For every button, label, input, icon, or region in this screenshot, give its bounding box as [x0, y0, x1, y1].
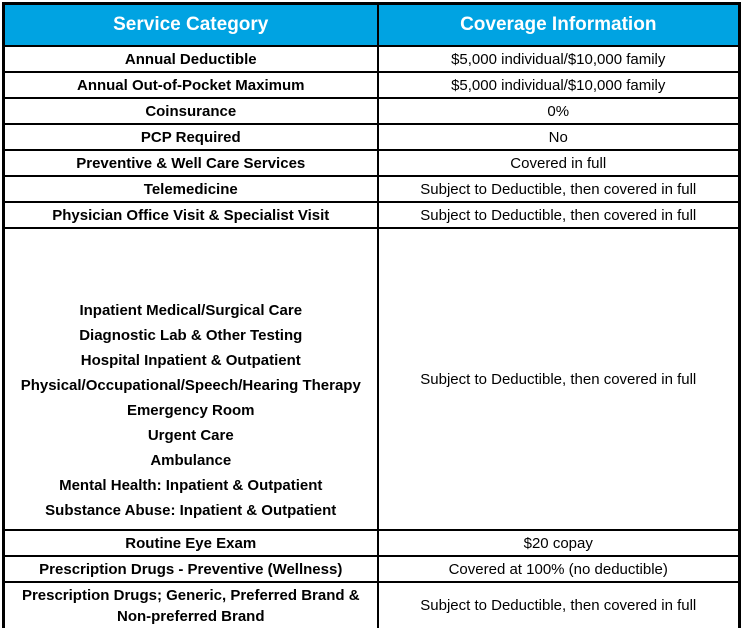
coverage-cell: Covered at 100% (no deductible) — [376, 555, 741, 583]
service-cell: Physician Office Visit & Specialist Visi… — [2, 201, 379, 229]
service-group-item: Substance Abuse: Inpatient & Outpatient — [45, 502, 337, 519]
service-group-item: Physical/Occupational/Speech/Hearing The… — [20, 377, 361, 394]
coverage-cell: $20 copay — [376, 529, 741, 557]
service-cell: Prescription Drugs - Preventive (Wellnes… — [2, 555, 379, 583]
table-row-prescription-preventive: Prescription Drugs - Preventive (Wellnes… — [2, 555, 741, 583]
header-service-category: Service Category — [2, 2, 379, 47]
table-row-annual-deductible: Annual Deductible $5,000 individual/$10,… — [2, 45, 741, 73]
coverage-cell: 0% — [376, 97, 741, 125]
service-cell: PCP Required — [2, 123, 379, 151]
table-row-telemedicine: Telemedicine Subject to Deductible, then… — [2, 175, 741, 203]
service-cell: Annual Out-of-Pocket Maximum — [2, 71, 379, 99]
header-row: Service Category Coverage Information — [2, 2, 741, 47]
service-group-item: Mental Health: Inpatient & Outpatient — [59, 477, 323, 494]
service-cell: Coinsurance — [2, 97, 379, 125]
table-row-out-of-pocket-maximum: Annual Out-of-Pocket Maximum $5,000 indi… — [2, 71, 741, 99]
service-group-item: Emergency Room — [126, 402, 255, 419]
table-row-prescription-generic-brand: Prescription Drugs; Generic, Preferred B… — [2, 581, 741, 628]
service-group-item: Hospital Inpatient & Outpatient — [80, 352, 301, 369]
table-body: Annual Deductible $5,000 individual/$10,… — [2, 45, 741, 628]
table-row-physician-office-visit: Physician Office Visit & Specialist Visi… — [2, 201, 741, 229]
coverage-cell: Covered in full — [376, 149, 741, 177]
coverage-cell: Subject to Deductible, then covered in f… — [376, 201, 741, 229]
table-row-routine-eye-exam: Routine Eye Exam $20 copay — [2, 529, 741, 557]
coverage-cell: Subject to Deductible, then covered in f… — [376, 227, 741, 531]
table-row-coinsurance: Coinsurance 0% — [2, 97, 741, 125]
coverage-cell: No — [376, 123, 741, 151]
table-header: Service Category Coverage Information — [2, 2, 741, 47]
service-group-cell: Inpatient Medical/Surgical Care Diagnost… — [2, 227, 379, 531]
coverage-cell: $5,000 individual/$10,000 family — [376, 45, 741, 73]
header-coverage-information: Coverage Information — [376, 2, 741, 47]
table-row-pcp-required: PCP Required No — [2, 123, 741, 151]
service-group-item: Diagnostic Lab & Other Testing — [79, 327, 303, 344]
coverage-cell: $5,000 individual/$10,000 family — [376, 71, 741, 99]
service-group-item: Ambulance — [150, 452, 232, 469]
service-group-item: Inpatient Medical/Surgical Care — [79, 302, 303, 319]
coverage-cell: Subject to Deductible, then covered in f… — [376, 175, 741, 203]
service-cell: Routine Eye Exam — [2, 529, 379, 557]
service-cell: Telemedicine — [2, 175, 379, 203]
table-row-preventive-well-care: Preventive & Well Care Services Covered … — [2, 149, 741, 177]
service-group-item: Urgent Care — [147, 427, 234, 444]
service-cell: Annual Deductible — [2, 45, 379, 73]
service-cell: Prescription Drugs; Generic, Preferred B… — [2, 581, 379, 628]
coverage-cell: Subject to Deductible, then covered in f… — [376, 581, 741, 628]
table-row-service-group: Inpatient Medical/Surgical Care Diagnost… — [2, 227, 741, 531]
service-cell: Preventive & Well Care Services — [2, 149, 379, 177]
